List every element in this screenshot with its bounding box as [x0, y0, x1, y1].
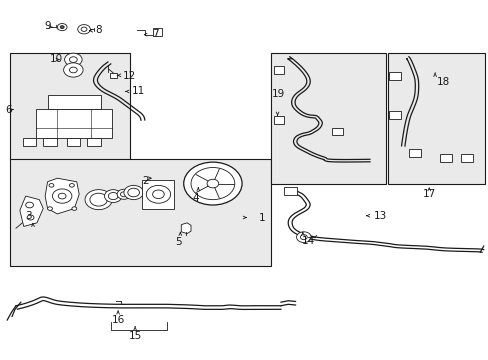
Polygon shape	[45, 178, 79, 214]
Circle shape	[26, 202, 33, 208]
Circle shape	[104, 190, 122, 203]
Text: 1: 1	[259, 212, 265, 222]
Circle shape	[60, 26, 64, 28]
Circle shape	[120, 192, 127, 197]
Text: 17: 17	[422, 189, 435, 199]
Circle shape	[69, 57, 77, 63]
Circle shape	[69, 67, 77, 73]
Text: 16: 16	[112, 315, 125, 325]
Circle shape	[146, 185, 170, 203]
Bar	[440, 154, 451, 162]
Circle shape	[127, 188, 139, 197]
Circle shape	[47, 207, 52, 210]
Text: 14: 14	[301, 237, 314, 247]
Bar	[87, 138, 101, 146]
Text: 11: 11	[131, 86, 144, 96]
Bar	[142, 180, 174, 208]
Circle shape	[183, 162, 242, 205]
Circle shape	[90, 193, 107, 206]
Bar	[152, 28, 162, 36]
Bar	[388, 72, 400, 80]
Text: 4: 4	[192, 193, 199, 203]
Circle shape	[191, 167, 234, 200]
Circle shape	[57, 23, 67, 31]
Text: 10: 10	[50, 54, 63, 64]
Bar	[460, 154, 472, 162]
Bar	[331, 128, 342, 135]
Circle shape	[49, 184, 54, 187]
Circle shape	[296, 232, 310, 243]
Bar	[43, 138, 57, 146]
Text: 6: 6	[5, 105, 12, 114]
Text: 9: 9	[44, 21, 51, 31]
Circle shape	[69, 184, 74, 187]
Polygon shape	[181, 223, 191, 234]
Text: 19: 19	[271, 89, 285, 99]
Circle shape	[64, 53, 82, 66]
Circle shape	[81, 27, 87, 31]
Circle shape	[52, 189, 72, 203]
Circle shape	[78, 24, 90, 34]
Bar	[273, 66, 284, 73]
Bar	[271, 53, 385, 184]
Bar	[66, 138, 80, 146]
Bar	[110, 73, 116, 78]
Bar	[388, 111, 400, 119]
Circle shape	[206, 179, 218, 188]
Text: 13: 13	[372, 211, 386, 221]
Text: 2: 2	[142, 176, 149, 186]
Text: 12: 12	[122, 71, 136, 81]
Circle shape	[152, 190, 164, 199]
Bar	[10, 53, 130, 160]
Text: 18: 18	[436, 77, 449, 87]
Text: 5: 5	[175, 237, 182, 247]
Bar	[387, 53, 484, 184]
Bar	[23, 138, 36, 146]
Circle shape	[300, 235, 306, 240]
Circle shape	[27, 215, 34, 220]
Circle shape	[58, 193, 66, 199]
Circle shape	[63, 63, 83, 77]
Text: 15: 15	[128, 332, 142, 342]
Bar	[36, 109, 112, 138]
Circle shape	[123, 185, 143, 200]
Bar	[408, 149, 420, 157]
Text: 3: 3	[25, 211, 31, 221]
Bar	[284, 187, 296, 195]
Bar	[10, 158, 271, 266]
Bar	[47, 95, 101, 109]
Circle shape	[85, 190, 112, 210]
Circle shape	[108, 193, 118, 200]
Polygon shape	[20, 196, 43, 226]
Circle shape	[117, 189, 130, 199]
Bar	[273, 116, 284, 123]
Circle shape	[72, 207, 77, 210]
Text: 8: 8	[95, 25, 102, 35]
Text: 7: 7	[152, 29, 159, 39]
